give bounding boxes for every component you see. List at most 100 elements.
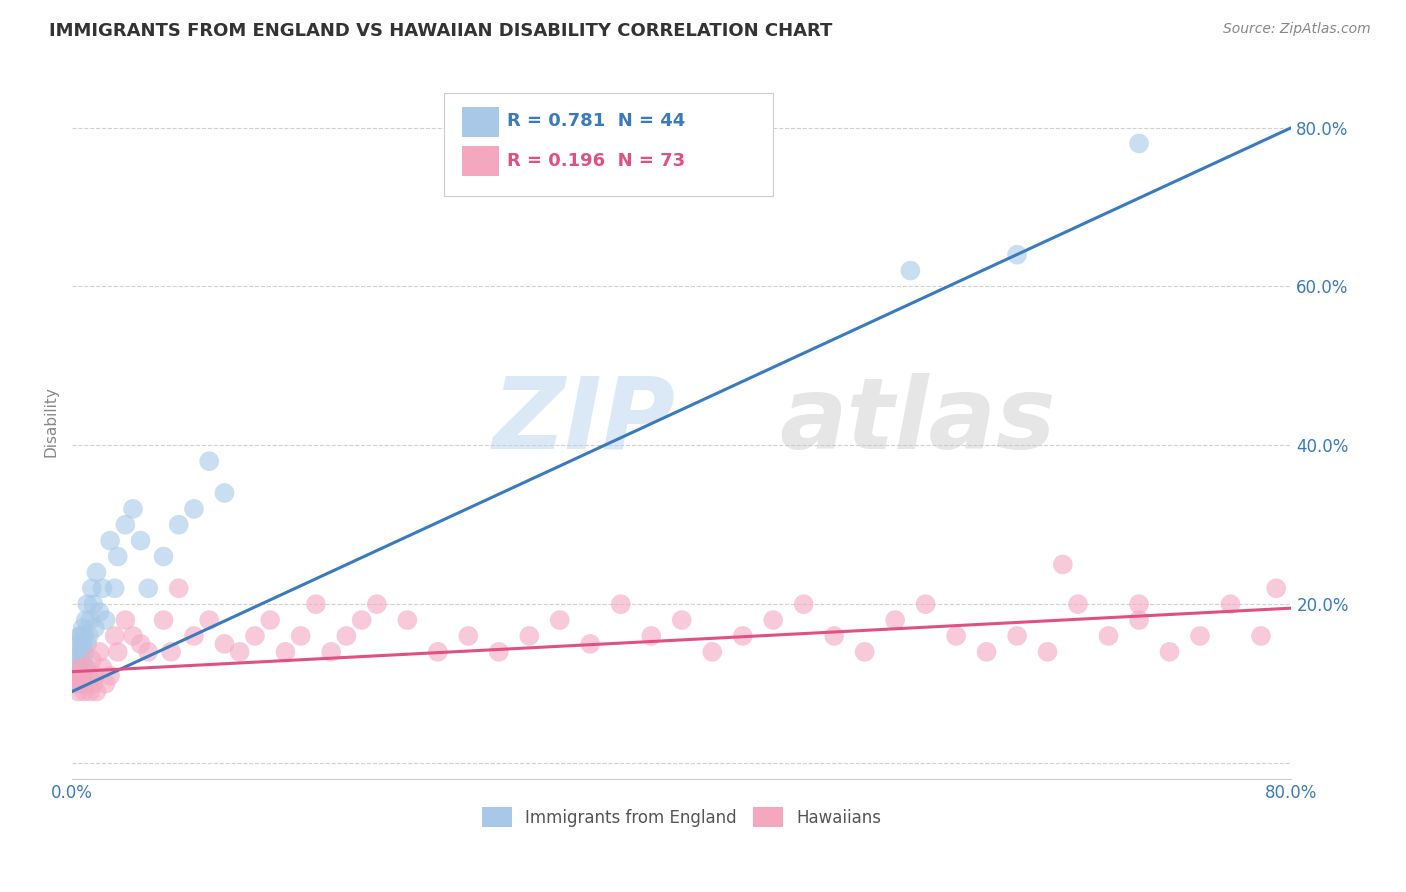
Point (321, 645, 343, 659)
Point (1188, 629, 1211, 643)
Point (72, 621, 94, 635)
Point (73, 629, 96, 643)
Point (91, 661, 114, 675)
Point (80, 582, 103, 596)
Point (70, 629, 93, 643)
Point (72, 653, 94, 667)
Point (136, 645, 159, 659)
Text: Source: ZipAtlas.com: Source: ZipAtlas.com (1223, 22, 1371, 37)
Point (823, 629, 845, 643)
Text: ZIP: ZIP (492, 373, 676, 470)
Text: R = 0.196  N = 73: R = 0.196 N = 73 (508, 152, 686, 169)
Point (73, 684, 96, 698)
Point (1005, 248, 1028, 262)
Point (122, 501, 145, 516)
Point (350, 613, 373, 627)
Point (129, 533, 152, 548)
Point (83, 668, 105, 682)
Point (1067, 597, 1090, 611)
Point (72, 637, 94, 651)
Point (65, 668, 87, 682)
Point (65, 645, 87, 659)
Point (853, 645, 876, 659)
Point (67, 637, 90, 651)
Point (86, 566, 108, 580)
Point (290, 629, 312, 643)
Point (86, 684, 108, 698)
Point (457, 629, 479, 643)
Point (152, 613, 174, 627)
Point (198, 613, 221, 627)
Point (671, 613, 693, 627)
Point (94, 613, 117, 627)
Point (89, 605, 111, 619)
Point (640, 629, 662, 643)
Point (1219, 597, 1241, 611)
Point (122, 629, 145, 643)
Point (228, 645, 250, 659)
Point (80, 653, 103, 667)
Point (83, 621, 105, 635)
Point (98, 668, 121, 682)
Y-axis label: Disability: Disability (44, 386, 58, 457)
Point (731, 629, 754, 643)
Bar (463, 107, 499, 137)
Text: IMMIGRANTS FROM ENGLAND VS HAWAIIAN DISABILITY CORRELATION CHART: IMMIGRANTS FROM ENGLAND VS HAWAIIAN DISA… (49, 22, 832, 40)
Text: atlas: atlas (779, 373, 1056, 470)
Point (69, 661, 91, 675)
Point (79, 613, 101, 627)
Point (183, 501, 205, 516)
Point (104, 582, 127, 596)
Point (1052, 558, 1074, 572)
Point (335, 629, 357, 643)
Point (214, 637, 236, 651)
Point (762, 613, 785, 627)
Bar (463, 146, 499, 177)
Point (1265, 582, 1288, 596)
Point (548, 613, 571, 627)
Point (793, 597, 815, 611)
Point (517, 629, 540, 643)
Point (114, 613, 136, 627)
Point (107, 645, 129, 659)
Point (426, 645, 449, 659)
Point (76, 637, 98, 651)
Point (69, 653, 91, 667)
Point (75, 661, 97, 675)
Point (70, 661, 93, 675)
Point (610, 597, 633, 611)
Point (914, 597, 936, 611)
Point (884, 613, 907, 627)
Point (167, 517, 190, 532)
Legend: Immigrants from England, Hawaiians: Immigrants from England, Hawaiians (474, 799, 890, 835)
Point (152, 549, 174, 564)
Point (104, 629, 127, 643)
Point (1128, 136, 1150, 151)
Point (98, 533, 121, 548)
Point (65, 661, 87, 675)
Point (75, 613, 97, 627)
Point (136, 582, 159, 596)
Point (243, 629, 266, 643)
Point (114, 517, 136, 532)
Point (702, 645, 724, 659)
Point (67, 668, 90, 682)
Point (63, 676, 86, 690)
Point (945, 629, 967, 643)
Point (89, 645, 111, 659)
Point (160, 645, 183, 659)
Point (91, 582, 114, 596)
Point (579, 637, 602, 651)
Point (1097, 629, 1119, 643)
Point (396, 613, 419, 627)
Point (75, 661, 97, 675)
Point (1128, 597, 1150, 611)
Point (69, 676, 91, 690)
Point (73, 645, 96, 659)
Point (898, 263, 921, 277)
Point (82, 676, 104, 690)
Point (1036, 645, 1059, 659)
Point (69, 629, 91, 643)
Point (183, 629, 205, 643)
Point (82, 597, 104, 611)
